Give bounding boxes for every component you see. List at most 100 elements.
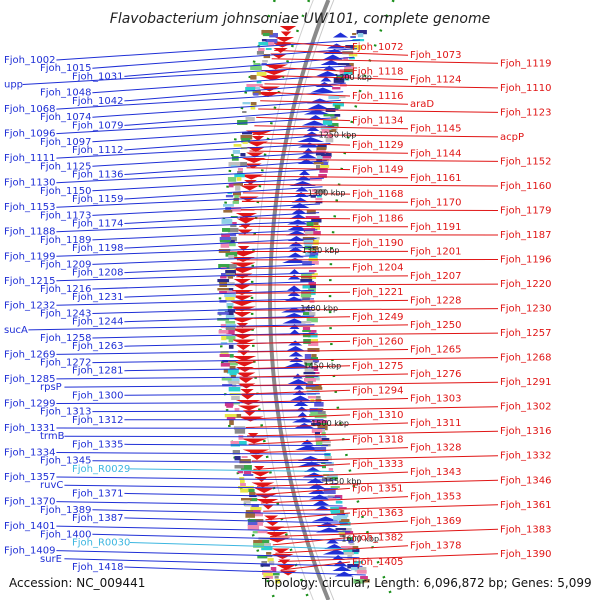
annotation-block <box>309 360 319 363</box>
right-gene-label: Fjoh_1294 <box>352 385 403 396</box>
forward-strand-feature <box>274 37 295 42</box>
left-label-connector <box>56 550 360 559</box>
forward-strand-feature <box>243 411 256 416</box>
right-label-connector <box>242 192 351 195</box>
right-gene-label: Fjoh_1268 <box>500 353 551 364</box>
right-label-connector <box>274 49 409 56</box>
reverse-strand-feature <box>322 549 350 555</box>
left-gene-label: Fjoh_1074 <box>40 112 91 123</box>
annotation-block <box>230 222 237 225</box>
left-gene-label: Fjoh_1199 <box>4 251 55 262</box>
scale-label: 1400 kbp <box>300 304 338 313</box>
right-gene-label: Fjoh_1405 <box>352 557 403 568</box>
right-gene-label: Fjoh_1152 <box>500 156 551 167</box>
annotation-block <box>311 423 321 426</box>
left-label-connector <box>56 401 322 404</box>
left-label-connector <box>64 558 363 567</box>
annotation-block <box>339 519 350 523</box>
annotation-block <box>254 87 261 90</box>
annotation-block <box>308 276 317 279</box>
annotation-block <box>317 459 329 462</box>
annotation-block <box>314 432 320 436</box>
reverse-strand-feature <box>285 230 309 236</box>
annotation-block <box>310 240 319 245</box>
annotation-block <box>234 414 242 418</box>
annotation-block <box>229 372 237 376</box>
annotation-block <box>230 375 236 379</box>
annotation-block <box>315 396 321 399</box>
annotation-block <box>354 567 367 572</box>
annotation-block <box>245 117 255 122</box>
right-gene-label: Fjoh_1346 <box>500 475 551 486</box>
annotation-block <box>308 339 318 342</box>
annotation-block <box>244 504 252 507</box>
left-label-connector <box>124 108 339 126</box>
left-label-connector <box>28 324 315 331</box>
annotation-block <box>218 330 229 334</box>
annotation-block <box>250 498 258 502</box>
annotation-block <box>356 570 367 574</box>
right-label-connector <box>235 291 351 294</box>
annotation-block <box>257 531 268 534</box>
annotation-block <box>360 579 370 583</box>
annotation-block <box>227 228 239 233</box>
annotation-block <box>240 153 246 157</box>
reverse-strand-feature <box>301 120 327 126</box>
forward-strand-feature <box>264 515 279 521</box>
annotation-block <box>311 372 320 374</box>
annotation-block <box>225 315 235 320</box>
right-label-connector <box>265 512 351 521</box>
right-label-connector <box>236 267 351 269</box>
annotation-block <box>245 510 254 514</box>
left-gene-label: Fjoh_1269 <box>4 349 55 360</box>
left-gene-label: Fjoh_1335 <box>72 439 123 450</box>
left-label-connector <box>92 229 318 241</box>
annotation-block <box>250 507 262 511</box>
annotation-block <box>303 339 311 344</box>
forward-strand-feature <box>242 449 270 455</box>
annotation-block <box>220 342 228 345</box>
left-gene-label: Fjoh_1389 <box>40 505 91 516</box>
left-gene-label: Fjoh_1136 <box>72 170 123 181</box>
annotation-block <box>302 261 312 266</box>
left-gene-label: Fjoh_1215 <box>4 276 55 287</box>
annotation-block <box>263 573 273 578</box>
right-gene-label: Fjoh_1291 <box>500 377 551 388</box>
left-label-connector <box>124 134 333 151</box>
right-label-connector <box>237 340 351 345</box>
annotation-block <box>301 273 312 277</box>
forward-strand-feature <box>262 504 275 510</box>
forward-strand-feature <box>232 312 252 317</box>
forward-strand-feature <box>231 295 253 301</box>
annotation-block <box>247 522 258 526</box>
left-gene-label: Fjoh_1208 <box>72 268 123 279</box>
annotation-block <box>262 570 273 575</box>
right-label-connector <box>252 133 499 138</box>
annotation-block <box>240 489 249 493</box>
annotation-block <box>343 531 354 535</box>
annotation-block <box>332 87 341 90</box>
annotation-block <box>239 477 245 481</box>
reverse-strand-feature <box>288 241 304 247</box>
forward-strand-feature <box>230 262 256 268</box>
left-gene-label: Fjoh_1189 <box>40 235 91 246</box>
annotation-block <box>307 333 318 338</box>
reverse-strand-feature <box>288 351 304 357</box>
right-gene-label: Fjoh_1190 <box>352 238 403 249</box>
right-label-connector <box>238 357 499 361</box>
annotation-block <box>256 81 262 84</box>
reverse-strand-feature <box>287 291 301 296</box>
reverse-strand-feature <box>290 395 311 401</box>
right-label-connector <box>246 167 351 171</box>
annotation-block <box>224 264 237 268</box>
annotation-block <box>306 210 316 215</box>
forward-strand-feature <box>278 559 291 565</box>
right-gene-label: Fjoh_1316 <box>500 426 551 437</box>
annotation-block <box>258 48 265 52</box>
annotation-block <box>261 30 273 35</box>
left-label-connector <box>56 91 344 110</box>
annotation-block <box>256 51 264 55</box>
annotation-block <box>237 120 248 125</box>
right-gene-label: Fjoh_1302 <box>500 402 551 413</box>
left-gene-label: Fjoh_1159 <box>72 194 123 205</box>
